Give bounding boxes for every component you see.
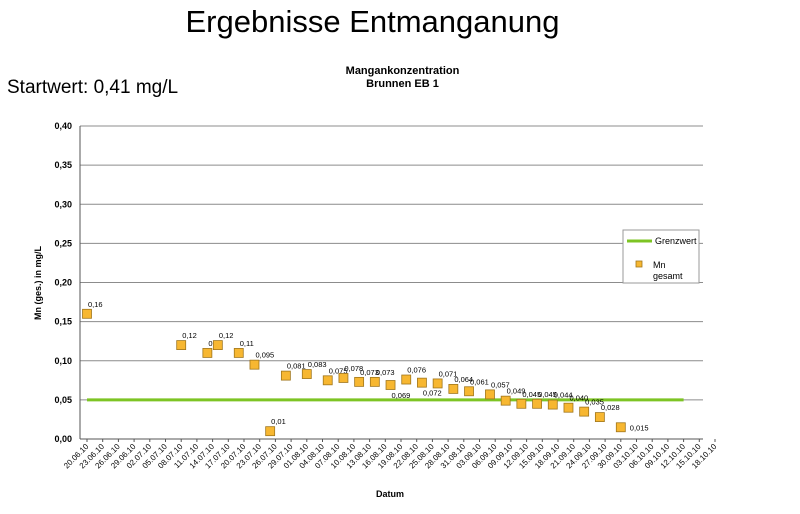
data-label: 0,075 bbox=[329, 366, 348, 375]
slide-title: Ergebnisse Entmanganung bbox=[185, 4, 560, 39]
data-label: 0,049 bbox=[507, 387, 526, 396]
data-label: 0,078 bbox=[344, 364, 363, 373]
data-label: 0,11 bbox=[240, 339, 254, 348]
data-label: 0,045 bbox=[538, 390, 557, 399]
y-tick-label: 0,35 bbox=[54, 160, 72, 170]
data-point bbox=[615, 422, 626, 433]
data-label: 0,073 bbox=[376, 368, 395, 377]
data-label: 0,072 bbox=[423, 389, 442, 398]
data-point bbox=[202, 348, 213, 358]
data-point bbox=[464, 386, 474, 397]
data-point bbox=[176, 340, 187, 351]
data-point bbox=[249, 359, 260, 370]
data-label: 0,16 bbox=[88, 300, 103, 309]
data-label: 0,044 bbox=[554, 391, 573, 400]
chart-title: Mangankonzentration Brunnen EB 1 bbox=[280, 65, 525, 91]
data-point bbox=[212, 340, 223, 351]
data-label: 0,076 bbox=[407, 366, 426, 375]
data-point bbox=[369, 376, 380, 387]
data-label: 0,12 bbox=[182, 331, 197, 340]
chart-title-line-1: Mangankonzentration bbox=[345, 65, 460, 77]
data-label: 0,035 bbox=[585, 398, 604, 407]
data-label: 0,064 bbox=[454, 375, 473, 384]
data-point bbox=[265, 426, 276, 437]
data-point bbox=[417, 377, 427, 388]
data-point bbox=[432, 378, 443, 389]
data-label: 0,040 bbox=[569, 394, 588, 403]
y-tick-label: 0,15 bbox=[54, 317, 72, 327]
data-label: 0,081 bbox=[287, 362, 306, 371]
data-point bbox=[563, 402, 574, 413]
data-label: 0,071 bbox=[439, 369, 458, 378]
y-tick-label: 0,40 bbox=[54, 121, 72, 131]
data-point bbox=[338, 373, 349, 383]
data-point bbox=[401, 374, 412, 385]
y-axis-label: Mn (ges.) in mg/L bbox=[33, 246, 43, 320]
data-point bbox=[516, 398, 527, 409]
data-point bbox=[385, 380, 396, 390]
data-point bbox=[233, 348, 244, 358]
legend-box bbox=[622, 229, 700, 284]
legend-label-grenzwert: Grenzwert bbox=[655, 236, 697, 246]
data-label: 0,015 bbox=[630, 423, 649, 432]
data-point bbox=[579, 406, 590, 417]
data-point bbox=[322, 375, 333, 386]
data-label: 0,01 bbox=[271, 417, 286, 426]
data-label: 0,083 bbox=[308, 360, 327, 369]
data-label: 0,045 bbox=[522, 390, 541, 399]
data-label: 0,061 bbox=[470, 377, 489, 386]
data-point bbox=[301, 369, 312, 379]
y-tick-label: 0,25 bbox=[54, 238, 72, 248]
data-label: 0,095 bbox=[255, 351, 274, 360]
data-point bbox=[594, 412, 605, 422]
data-point bbox=[82, 308, 92, 319]
data-point bbox=[532, 398, 542, 409]
y-tick-label: 0,10 bbox=[54, 356, 72, 366]
y-tick-label: 0,30 bbox=[54, 199, 72, 209]
data-point bbox=[354, 376, 365, 387]
data-label: 0,057 bbox=[491, 380, 510, 389]
chart-title-line-2: Brunnen EB 1 bbox=[366, 78, 439, 90]
x-axis-label: Datum bbox=[376, 489, 404, 499]
data-label: 0,12 bbox=[219, 331, 234, 340]
legend-label-mn-1: Mn bbox=[653, 260, 666, 270]
legend-label-mn-2: gesamt bbox=[653, 271, 683, 281]
y-tick-label: 0,00 bbox=[54, 434, 72, 444]
data-label: 0,028 bbox=[601, 403, 620, 412]
legend-marker-mn bbox=[635, 260, 643, 268]
startwert-text: Startwert: 0,41 mg/L bbox=[7, 77, 179, 98]
y-tick-label: 0,20 bbox=[54, 278, 72, 288]
data-label: 0,069 bbox=[392, 391, 411, 400]
data-point bbox=[500, 395, 511, 406]
data-point bbox=[280, 370, 291, 381]
data-point bbox=[485, 389, 495, 400]
data-point bbox=[547, 399, 558, 410]
data-point bbox=[448, 384, 459, 394]
y-tick-label: 0,05 bbox=[54, 395, 72, 405]
data-label: 0,073 bbox=[360, 368, 379, 377]
